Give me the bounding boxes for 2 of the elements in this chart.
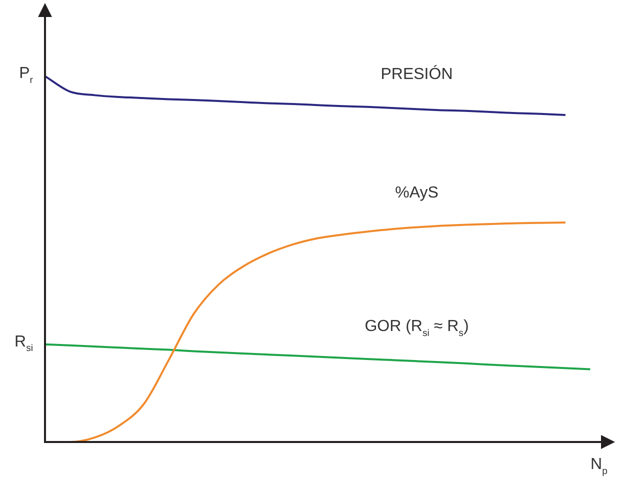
series-label: %AyS <box>395 184 438 202</box>
series-label: PRESIÓN <box>380 65 453 84</box>
